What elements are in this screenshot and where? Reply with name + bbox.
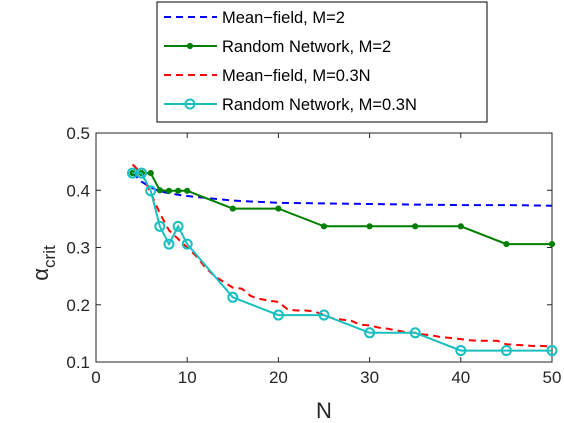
data-point bbox=[409, 327, 421, 339]
data-point bbox=[165, 187, 173, 194]
data-point bbox=[163, 238, 175, 250]
y-tick-label: 0.1 bbox=[66, 353, 90, 372]
legend-item-3: Mean−field, M=0.3N bbox=[164, 67, 371, 85]
series-line bbox=[131, 172, 553, 207]
data-point bbox=[275, 205, 282, 212]
legend-item-2: Random Network, M=2 bbox=[164, 38, 391, 56]
data-point bbox=[229, 205, 236, 212]
x-axis-label: N bbox=[316, 398, 332, 423]
series-3 bbox=[131, 163, 553, 348]
series-4 bbox=[126, 167, 558, 357]
y-axis-label-subscript: crit bbox=[40, 245, 59, 268]
x-tick-label: 20 bbox=[269, 368, 288, 387]
data-point bbox=[272, 309, 284, 321]
x-tick-label: 40 bbox=[451, 368, 470, 387]
legend-marker bbox=[186, 42, 194, 50]
plot-frame bbox=[95, 132, 553, 363]
series-1 bbox=[131, 172, 553, 207]
data-point bbox=[548, 240, 556, 248]
series-2 bbox=[129, 169, 556, 248]
data-point bbox=[147, 169, 154, 177]
y-tick-label: 0.5 bbox=[66, 124, 90, 143]
series-line bbox=[132, 172, 552, 352]
legend-marker bbox=[184, 98, 196, 110]
y-axis-label: αcrit bbox=[28, 245, 59, 281]
data-point bbox=[174, 187, 182, 194]
data-point bbox=[457, 223, 464, 230]
data-point bbox=[136, 167, 148, 179]
data-point bbox=[227, 291, 239, 303]
legend-item-1: Mean−field, M=2 bbox=[164, 9, 345, 27]
legend-label: Mean−field, M=2 bbox=[222, 9, 345, 27]
plot-area: 0 10 20 30 40 50 0.1 0.2 0.3 0.4 0.5 bbox=[66, 124, 561, 387]
data-point bbox=[455, 345, 467, 357]
data-point bbox=[318, 309, 330, 321]
data-point bbox=[156, 187, 163, 194]
legend-label: Mean−field, M=0.3N bbox=[222, 67, 371, 85]
y-tick-label: 0.3 bbox=[66, 239, 90, 258]
y-tick-label: 0.4 bbox=[66, 181, 90, 200]
series-line bbox=[131, 163, 553, 348]
legend-label: Random Network, M=2 bbox=[222, 38, 391, 56]
y-tick-label: 0.2 bbox=[66, 296, 90, 315]
data-point bbox=[546, 345, 558, 357]
data-point bbox=[184, 187, 191, 194]
x-tick-label: 30 bbox=[360, 368, 379, 387]
data-point bbox=[172, 220, 184, 232]
data-point bbox=[364, 327, 376, 339]
legend-item-4: Random Network, M=0.3N bbox=[164, 96, 417, 114]
data-point bbox=[366, 223, 373, 230]
data-point bbox=[145, 185, 157, 197]
y-axis-label-main: α bbox=[28, 268, 53, 281]
legend: Mean−field, M=2 Random Network, M=2 Mean−f… bbox=[156, 1, 488, 123]
legend-box bbox=[156, 1, 488, 123]
x-tick-label: 50 bbox=[543, 368, 562, 387]
legend-label: Random Network, M=0.3N bbox=[222, 96, 417, 114]
data-point bbox=[500, 345, 512, 357]
data-point bbox=[181, 238, 193, 250]
x-tick-label: 10 bbox=[178, 368, 197, 387]
data-point bbox=[320, 223, 328, 230]
data-point bbox=[503, 240, 510, 248]
svg-text:αcrit: αcrit bbox=[28, 245, 59, 281]
x-tick-label: 0 bbox=[91, 368, 100, 387]
series-line bbox=[132, 172, 552, 246]
data-point bbox=[154, 220, 166, 232]
data-point bbox=[412, 223, 419, 230]
